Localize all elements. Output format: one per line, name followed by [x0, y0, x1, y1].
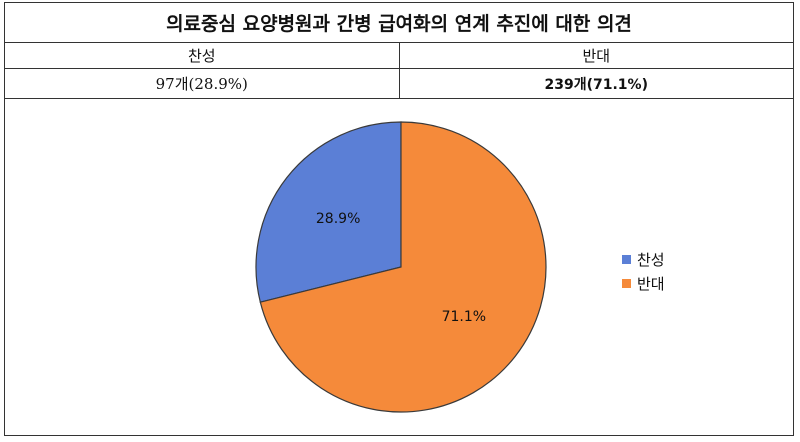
legend-swatch-agree [622, 254, 631, 264]
legend-item-oppose: 반대 [622, 271, 665, 295]
pie-slice-oppose [259, 121, 547, 413]
chart-title: 의료중심 요양병원과 간병 급여화의 연계 추진에 대한 의견 [5, 3, 793, 43]
legend-label-oppose: 반대 [637, 274, 665, 293]
pie-chart-area: 28.9% 71.1% 찬성 반대 [5, 99, 795, 437]
legend-item-agree: 찬성 [622, 247, 665, 271]
legend: 찬성 반대 [622, 247, 665, 295]
value-agree: 97개(28.9%) [155, 75, 248, 93]
legend-label-agree: 찬성 [637, 250, 665, 269]
chart-frame: 의료중심 요양병원과 간병 급여화의 연계 추진에 대한 의견 찬성 반대 97… [4, 2, 794, 436]
pie-slice-agree [255, 121, 402, 303]
pie-label-oppose: 71.1% [442, 309, 486, 325]
pie-chart: 28.9% 71.1% [255, 121, 547, 413]
legend-swatch-oppose [622, 278, 631, 288]
header-oppose: 반대 [398, 43, 794, 68]
header-agree: 찬성 [187, 47, 216, 65]
pie-label-agree: 28.9% [316, 211, 360, 227]
table-header-row: 찬성 반대 [5, 43, 793, 69]
table-value-row: 97개(28.9%) 239개(71.1%) [5, 69, 793, 99]
value-oppose: 239개(71.1%) [398, 69, 794, 98]
